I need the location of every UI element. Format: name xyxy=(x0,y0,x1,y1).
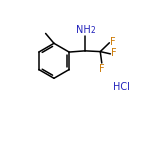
Text: F: F xyxy=(111,48,117,58)
Text: F: F xyxy=(110,37,116,47)
Text: 2: 2 xyxy=(91,26,96,36)
Text: HCl: HCl xyxy=(113,82,130,92)
Text: NH: NH xyxy=(76,25,91,35)
Text: F: F xyxy=(99,64,104,74)
